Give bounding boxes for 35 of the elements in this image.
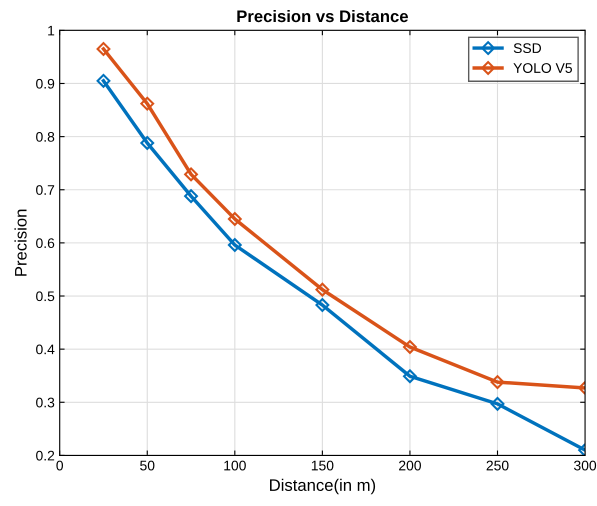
x-tick-label: 250 bbox=[486, 460, 509, 470]
y-tick-label: 0.2 bbox=[36, 450, 54, 461]
point bbox=[403, 369, 417, 384]
legend-label: YOLO V5 bbox=[513, 63, 572, 73]
x-axis-title: Distance(in m) bbox=[270, 478, 376, 494]
point bbox=[96, 74, 110, 88]
point bbox=[315, 298, 330, 312]
point bbox=[140, 96, 154, 111]
point bbox=[228, 238, 242, 252]
y-tick-label: 0.8 bbox=[36, 132, 54, 142]
x-tick-label: 300 bbox=[574, 460, 596, 470]
x-tick-label: 0 bbox=[56, 460, 64, 470]
chart-title: Precision vs Distance bbox=[237, 10, 408, 22]
point bbox=[315, 282, 330, 297]
y-tick-label: 0.7 bbox=[36, 185, 54, 195]
legend-label: SSD bbox=[514, 43, 542, 54]
y-tick-label: 0.4 bbox=[36, 344, 54, 354]
y-tick-label: 0.5 bbox=[36, 291, 54, 302]
y-tick-label: 0.9 bbox=[36, 78, 54, 89]
y-tick-label: 0.6 bbox=[36, 238, 54, 248]
x-tick-label: 100 bbox=[224, 460, 246, 470]
point bbox=[228, 212, 242, 226]
point bbox=[490, 375, 504, 390]
x-tick-label: 200 bbox=[399, 460, 421, 470]
y-axis-title: Precision bbox=[14, 210, 27, 276]
point bbox=[403, 340, 417, 354]
y-tick-label: 1 bbox=[48, 26, 54, 36]
y-tick-label: 0.3 bbox=[36, 398, 54, 408]
x-tick-label: 50 bbox=[140, 460, 154, 470]
point bbox=[184, 189, 198, 204]
point bbox=[490, 396, 504, 411]
point bbox=[140, 136, 154, 150]
x-tick-label: 150 bbox=[312, 460, 334, 470]
point bbox=[96, 42, 110, 56]
point bbox=[184, 167, 198, 182]
